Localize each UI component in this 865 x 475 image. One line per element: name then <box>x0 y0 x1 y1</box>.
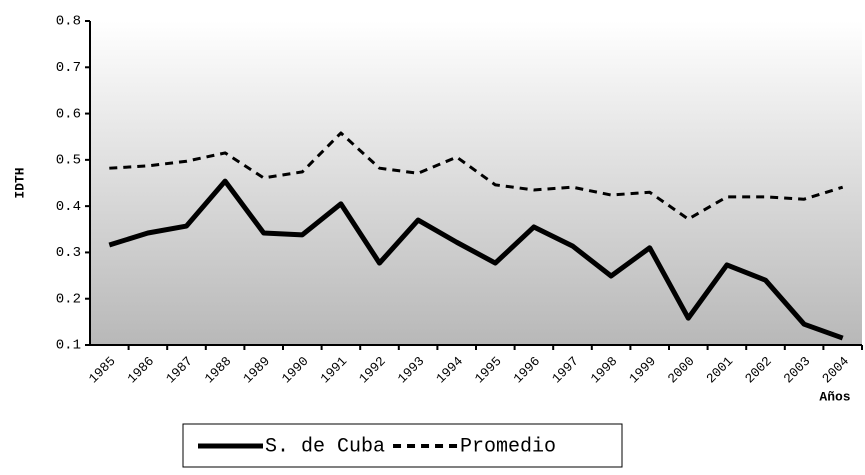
x-tick-label: 1989 <box>240 354 273 387</box>
y-tick-label: 0.4 <box>56 199 81 215</box>
x-tick-label: 1988 <box>202 354 235 387</box>
series-line <box>109 131 844 221</box>
x-tick-label: 1991 <box>317 354 350 387</box>
x-tick-label: 1995 <box>472 354 505 387</box>
x-tick-label: 2001 <box>703 354 736 387</box>
x-tick-label: 1999 <box>626 354 659 387</box>
x-tick-label: 1987 <box>163 354 196 387</box>
legend-label: Promedio <box>460 435 556 458</box>
plot-area <box>90 21 862 345</box>
x-tick-label: 1994 <box>433 354 466 387</box>
legend-label: S. de Cuba <box>265 435 385 458</box>
x-tick-label: 2004 <box>819 354 852 387</box>
y-tick-label: 0.3 <box>56 245 81 261</box>
y-tick-label: 0.6 <box>56 106 81 122</box>
x-tick-label: 2003 <box>781 354 814 387</box>
x-tick-label: 1990 <box>279 354 312 387</box>
y-tick-label: 0.2 <box>56 291 81 307</box>
x-axis-label: Años <box>819 389 850 404</box>
series-line <box>108 178 844 341</box>
x-tick-label: 1986 <box>124 354 157 387</box>
x-tick-label: 1985 <box>86 354 119 387</box>
x-tick-label: 1997 <box>549 354 582 387</box>
y-tick-label: 0.1 <box>56 338 81 354</box>
y-axis-label: IDTH <box>12 167 27 198</box>
x-tick-label: 1992 <box>356 354 389 387</box>
y-tick-label: 0.8 <box>56 14 81 30</box>
x-tick-label: 2000 <box>665 354 698 387</box>
x-tick-label: 1998 <box>588 354 621 387</box>
x-tick-label: 1993 <box>395 354 428 387</box>
y-tick-label: 0.7 <box>56 60 81 76</box>
x-tick-label: 1996 <box>510 354 543 387</box>
y-tick-label: 0.5 <box>56 153 81 169</box>
x-tick-label: 2002 <box>742 354 775 387</box>
